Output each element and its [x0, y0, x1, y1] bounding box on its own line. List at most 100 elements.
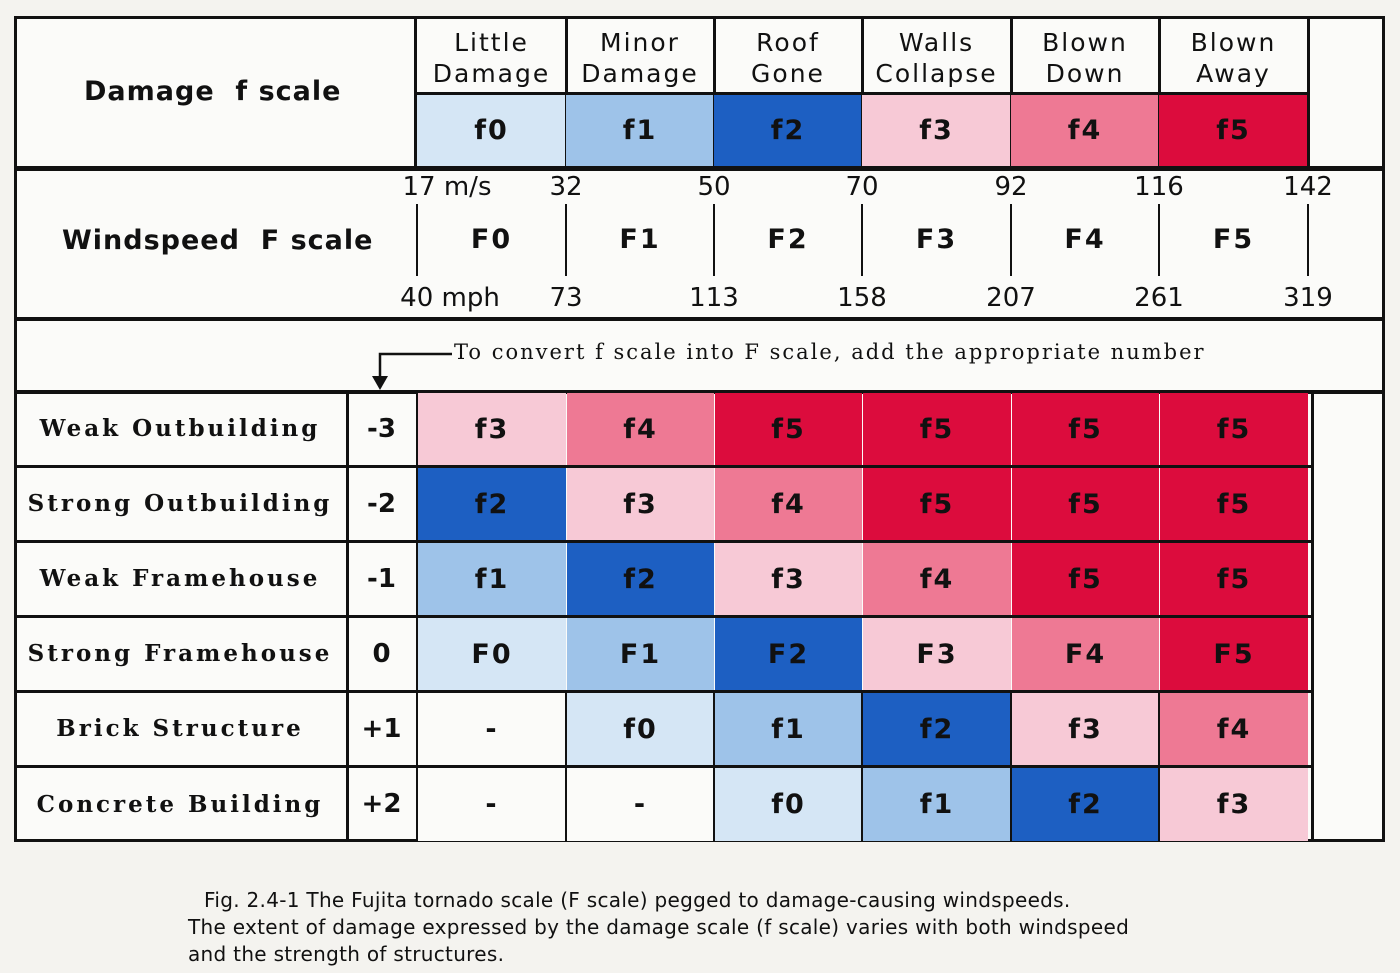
matrix-row-divider	[14, 615, 1311, 618]
damage-column-header-line2: Damage	[432, 59, 551, 88]
windspeed-mph-value: 158	[837, 283, 887, 313]
structure-adjustment: -2	[367, 488, 396, 519]
damage-column-header: Walls	[898, 28, 975, 57]
caption-line-1: Fig. 2.4-1 The Fujita tornado scale (F s…	[204, 888, 1071, 912]
damage-column-header: Blown	[1042, 28, 1128, 57]
structure-damage-cell: f1	[863, 768, 1011, 841]
windspeed-mph-value: 319	[1283, 283, 1333, 313]
matrix-row-divider	[14, 765, 1311, 768]
windspeed-ms-value: 116	[1134, 172, 1184, 202]
structure-damage-cell: F0	[418, 618, 566, 690]
damage-column-header: Blown	[1190, 28, 1277, 57]
windspeed-category: F0	[470, 224, 513, 255]
windspeed-tick	[713, 204, 715, 276]
windspeed-ms-value: 17 m/s	[402, 172, 492, 202]
caption-line-2: The extent of damage expressed by the da…	[188, 915, 1130, 939]
windspeed-tick	[1158, 204, 1160, 276]
windspeed-scale-label: Windspeed F scale	[62, 225, 374, 256]
damage-column-header-line2: Away	[1196, 59, 1271, 88]
windspeed-tick	[1307, 204, 1309, 276]
damage-scale-swatch: f1	[566, 94, 714, 166]
windspeed-mph-value: 40 mph	[400, 283, 500, 313]
matrix-row-divider	[14, 540, 1311, 543]
structure-damage-cell: -	[418, 768, 566, 841]
windspeed-ms-value: 92	[994, 172, 1028, 202]
structure-damage-cell: f3	[418, 393, 566, 465]
damage-column-header: Roof	[756, 28, 820, 57]
structure-damage-cell: F4	[1012, 618, 1159, 690]
structure-name: Weak Outbuilding	[39, 415, 321, 442]
windspeed-ms-value: 50	[697, 172, 731, 202]
conversion-arrow-icon	[372, 352, 452, 390]
structure-damage-cell: -	[567, 768, 714, 841]
structure-name: Strong Outbuilding	[27, 490, 333, 517]
windspeed-category: F4	[1064, 224, 1106, 255]
structure-damage-cell: f0	[567, 693, 714, 765]
structure-damage-cell: f1	[715, 693, 862, 765]
damage-column-divider	[1307, 16, 1310, 169]
matrix-column-divider	[713, 691, 715, 842]
structure-damage-cell: f5	[1012, 468, 1159, 540]
windspeed-scale-panel	[14, 168, 1385, 320]
structure-damage-cell: f3	[1160, 768, 1308, 841]
matrix-column-divider	[1010, 691, 1012, 842]
structure-damage-cell: f5	[715, 393, 862, 465]
damage-column-header: Little	[454, 28, 529, 57]
structure-damage-cell: F5	[1160, 618, 1308, 690]
structure-adjustment: -3	[367, 413, 396, 444]
structure-damage-cell: f5	[1160, 393, 1308, 465]
structure-damage-cell: f5	[863, 393, 1011, 465]
windspeed-tick	[861, 204, 863, 276]
windspeed-mph-value: 207	[986, 283, 1036, 313]
damage-column-header-line2: Damage	[581, 59, 699, 88]
structure-damage-cell: -	[418, 693, 566, 765]
structure-damage-cell: F1	[567, 618, 714, 690]
structure-damage-cell: f2	[567, 543, 714, 615]
structure-adjustment: +1	[361, 713, 402, 744]
structure-damage-cell: f3	[1012, 693, 1159, 765]
matrix-divider-right	[1311, 391, 1314, 842]
structure-damage-cell: f3	[567, 468, 714, 540]
structure-damage-cell: f0	[715, 768, 862, 841]
damage-scale-swatch: f4	[1011, 94, 1159, 166]
structure-name: Brick Structure	[56, 715, 304, 742]
damage-column-header-line2: Down	[1045, 59, 1125, 88]
structure-damage-cell: f2	[863, 693, 1011, 765]
structure-name: Weak Framehouse	[39, 565, 321, 592]
matrix-row-divider	[14, 465, 1311, 468]
damage-scale-swatch: f2	[714, 94, 862, 166]
structure-damage-cell: f1	[418, 543, 566, 615]
windspeed-tick	[1010, 204, 1012, 276]
windspeed-mph-value: 73	[549, 283, 583, 313]
structure-damage-cell: f5	[1160, 543, 1308, 615]
windspeed-category: F2	[767, 224, 809, 255]
structure-adjustment: -1	[367, 563, 396, 594]
matrix-column-divider	[1158, 691, 1160, 842]
damage-column-header-line2: Collapse	[875, 59, 998, 88]
windspeed-ms-value: 32	[549, 172, 583, 202]
structure-adjustment: +2	[361, 789, 402, 819]
windspeed-ms-value: 70	[845, 172, 879, 202]
windspeed-ms-value: 142	[1283, 172, 1333, 202]
windspeed-category: F1	[619, 224, 661, 255]
structure-damage-cell: f4	[715, 468, 862, 540]
matrix-column-divider	[861, 691, 863, 842]
matrix-column-divider	[565, 691, 567, 842]
windspeed-mph-value: 113	[689, 283, 739, 313]
structure-damage-cell: f5	[863, 468, 1011, 540]
structure-name: Strong Framehouse	[27, 640, 333, 667]
windspeed-tick	[565, 204, 567, 276]
matrix-row-divider	[14, 690, 1311, 693]
structure-damage-cell: F3	[863, 618, 1011, 690]
structure-damage-cell: f3	[715, 543, 862, 615]
structure-damage-cell: f5	[1012, 543, 1159, 615]
structure-damage-cell: f4	[863, 543, 1011, 615]
structure-damage-cell: f5	[1012, 393, 1159, 465]
figure-caption: Fig. 2.4-1 The Fujita tornado scale (F s…	[188, 887, 1129, 968]
damage-scale-swatch: f3	[862, 94, 1011, 166]
structure-damage-cell: f4	[567, 393, 714, 465]
damage-scale-swatch: f0	[417, 94, 566, 166]
structure-name: Concrete Building	[36, 790, 324, 818]
structure-damage-cell: f4	[1160, 693, 1308, 765]
windspeed-mph-value: 261	[1134, 283, 1184, 313]
